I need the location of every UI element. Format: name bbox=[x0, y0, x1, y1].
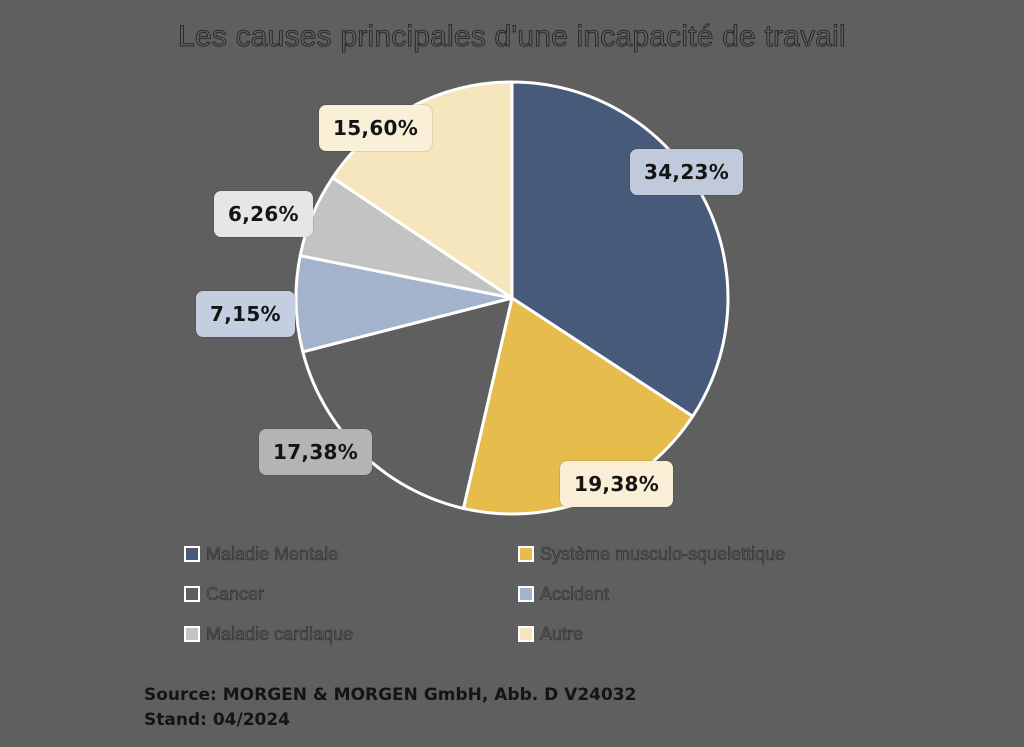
legend-item-systeme-musculo-squelettique[interactable]: Système musculo-squelettique bbox=[518, 543, 786, 564]
legend-label: Maladie cardiaque bbox=[206, 623, 354, 644]
legend-item-autre[interactable]: Autre bbox=[518, 623, 584, 644]
legend-item-maladie-cardiaque[interactable]: Maladie cardiaque bbox=[184, 623, 354, 644]
chart-title: Les causes principales d'une incapacité … bbox=[178, 20, 846, 54]
pie-slices bbox=[294, 80, 730, 516]
source-line: Source: MORGEN & MORGEN GmbH, Abb. D V24… bbox=[144, 685, 637, 705]
legend-item-maladie-mentale[interactable]: Maladie Mentale bbox=[184, 543, 339, 564]
legend-label: Maladie Mentale bbox=[206, 543, 339, 564]
legend-label: Autre bbox=[540, 623, 584, 644]
slice-label-maladie-cardiaque: 6,26% bbox=[214, 191, 313, 237]
slice-label-autre: 15,60% bbox=[319, 105, 433, 151]
source-note: Source: MORGEN & MORGEN GmbH, Abb. D V24… bbox=[144, 683, 636, 733]
slice-label-systeme-musculo-squelettique: 19,38% bbox=[560, 461, 674, 507]
slice-label-cancer: 17,38% bbox=[259, 429, 373, 475]
legend-swatch bbox=[184, 586, 200, 602]
legend-label: Cancer bbox=[206, 583, 265, 604]
legend-swatch bbox=[518, 626, 534, 642]
legend-label: Accident bbox=[540, 583, 610, 604]
legend-swatch bbox=[518, 546, 534, 562]
slice-label-maladie-mentale: 34,23% bbox=[630, 149, 744, 195]
slice-label-accident: 7,15% bbox=[196, 291, 295, 337]
legend-swatch bbox=[184, 546, 200, 562]
legend-item-cancer[interactable]: Cancer bbox=[184, 583, 265, 604]
legend-label: Système musculo-squelettique bbox=[540, 543, 786, 564]
legend-swatch bbox=[518, 586, 534, 602]
stand-line: Stand: 04/2024 bbox=[144, 710, 291, 730]
legend-swatch bbox=[184, 626, 200, 642]
legend-item-accident[interactable]: Accident bbox=[518, 583, 610, 604]
